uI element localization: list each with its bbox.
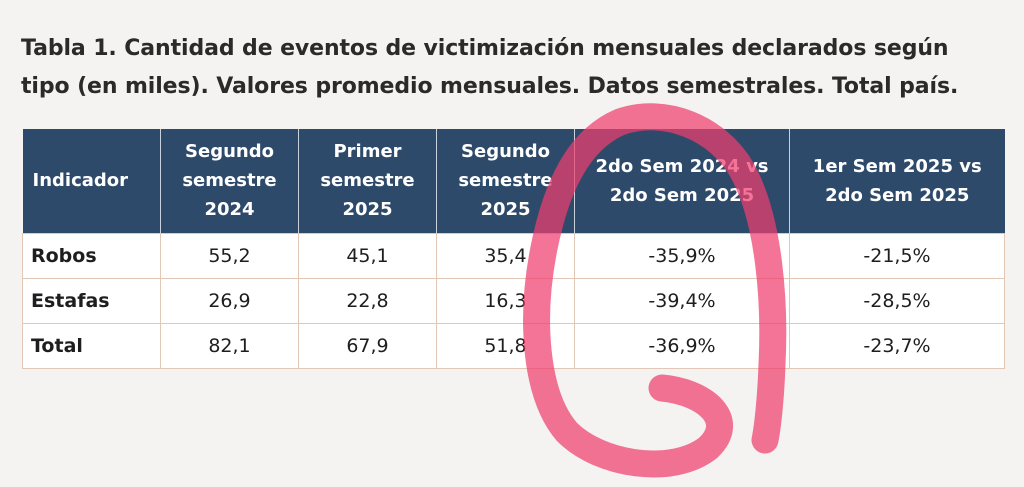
header-indicador: Indicador [22, 129, 161, 233]
header-line: 2024 [204, 199, 255, 221]
table-body: Robos 55,2 45,1 35,4 -35,9% -21,5% Estaf… [22, 232, 1005, 369]
table-cell: -35,9% [574, 232, 790, 279]
table-cell: 22,8 [298, 277, 437, 324]
header-2do-sem-2024-vs-2do-sem-2025: 2do Sem 2024 vs 2do Sem 2025 [574, 129, 790, 233]
table-cell: -21,5% [789, 232, 1005, 279]
header-line: 2025 [342, 199, 393, 221]
row-label: Robos [22, 232, 161, 279]
header-indicador-label: Indicador [32, 170, 129, 192]
header-line: semestre [458, 170, 553, 192]
table-title-line-2: tipo (en miles). Valores promedio mensua… [21, 74, 959, 99]
table-cell: 67,9 [298, 322, 437, 369]
header-1er-sem-2025-vs-2do-sem-2025: 1er Sem 2025 vs 2do Sem 2025 [789, 129, 1005, 233]
header-line: semestre [320, 170, 415, 192]
table-title-line-1: Tabla 1. Cantidad de eventos de victimiz… [21, 36, 949, 61]
table-row-estafas: Estafas 26,9 22,8 16,3 -39,4% -28,5% [22, 277, 1005, 324]
header-primer-semestre-2025: Primer semestre 2025 [298, 129, 437, 233]
table-cell: 55,2 [160, 232, 299, 279]
header-line: Primer [333, 141, 402, 163]
header-segundo-semestre-2024: Segundo semestre 2024 [160, 129, 299, 233]
table-cell: 16,3 [436, 277, 575, 324]
table-header: Indicador Segundo semestre 2024 Primer s… [22, 129, 1005, 233]
header-segundo-semestre-2025: Segundo semestre 2025 [436, 129, 575, 233]
table-row-robos: Robos 55,2 45,1 35,4 -35,9% -21,5% [22, 232, 1005, 279]
table-row-total: Total 82,1 67,9 51,8 -36,9% -23,7% [22, 322, 1005, 369]
table-cell: 82,1 [160, 322, 299, 369]
header-line: 1er Sem 2025 vs [812, 155, 982, 177]
victimization-table: Indicador Segundo semestre 2024 Primer s… [22, 129, 1005, 369]
table-cell: -39,4% [574, 277, 790, 324]
header-line: 2025 [480, 199, 531, 221]
table-cell: 35,4 [436, 232, 575, 279]
table-cell: 51,8 [436, 322, 575, 369]
header-line: 2do Sem 2024 vs [595, 155, 769, 177]
header-line: 2do Sem 2025 [609, 184, 755, 206]
header-line: 2do Sem 2025 [825, 184, 970, 206]
table-cell: -28,5% [789, 277, 1005, 324]
table-cell: 45,1 [298, 232, 437, 279]
row-label: Total [22, 322, 161, 369]
table-title: Tabla 1. Cantidad de eventos de victimiz… [21, 30, 1011, 106]
header-row: Indicador Segundo semestre 2024 Primer s… [22, 129, 1005, 233]
table-cell: -23,7% [789, 322, 1005, 369]
row-label: Estafas [22, 277, 161, 324]
header-line: Segundo [185, 141, 274, 163]
header-line: semestre [182, 170, 277, 192]
table-cell: 26,9 [160, 277, 299, 324]
table-cell: -36,9% [574, 322, 790, 369]
header-line: Segundo [461, 141, 550, 163]
